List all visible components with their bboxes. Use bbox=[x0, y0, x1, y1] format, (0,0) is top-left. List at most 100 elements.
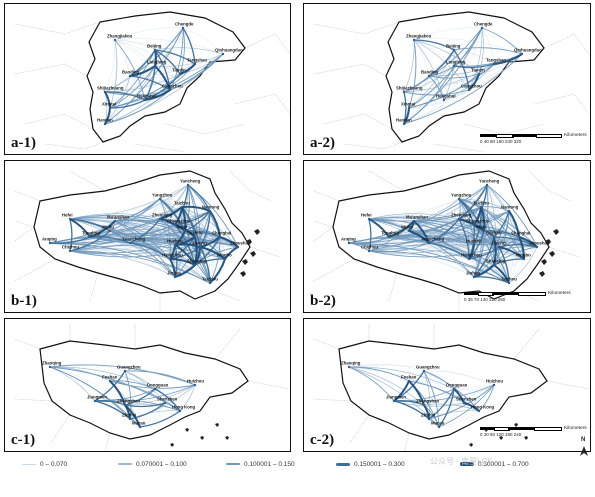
city-dot bbox=[223, 257, 227, 261]
legend-item: 0 – 0.070 bbox=[22, 456, 67, 472]
city-label: Jinhua bbox=[466, 271, 480, 276]
flow-line bbox=[493, 264, 510, 284]
city-label: Qinhuangdao bbox=[514, 48, 542, 53]
city-label: Wuhu bbox=[401, 225, 413, 230]
flow-line bbox=[114, 27, 184, 41]
flow-line bbox=[453, 63, 495, 69]
city-dot bbox=[517, 235, 521, 239]
panel-a1: Zhangjiakou Chengde Beijing Qinhuangdao Tang… bbox=[4, 3, 291, 155]
flow-line bbox=[408, 210, 510, 232]
flow-line bbox=[458, 218, 470, 260]
flow-line bbox=[169, 257, 196, 266]
city-dot bbox=[412, 38, 416, 42]
flow-line bbox=[124, 370, 196, 386]
flow-line bbox=[144, 89, 171, 102]
flow-line bbox=[139, 384, 196, 428]
flow-line bbox=[174, 230, 186, 278]
flow-line bbox=[139, 410, 181, 428]
flow-line bbox=[174, 244, 196, 266]
city-label: Jiaxing bbox=[192, 241, 207, 246]
watermark: 公众号 · 南星LCS bbox=[430, 457, 493, 466]
city-dot bbox=[367, 217, 371, 221]
city-dot bbox=[477, 72, 481, 76]
city-dot bbox=[198, 245, 202, 249]
flow-line bbox=[473, 210, 510, 226]
city-label: Macao bbox=[132, 421, 146, 426]
city-label: Xingtai bbox=[102, 102, 116, 107]
city-label: Taizhou bbox=[202, 277, 218, 282]
city-dot bbox=[402, 122, 406, 126]
city-label: Xuancheng bbox=[122, 237, 146, 242]
flow-line bbox=[94, 400, 131, 420]
scalebar-unit: Kilometers bbox=[564, 133, 587, 138]
scalebar-a: 0 40 80 160 240 320 Kilometers bbox=[480, 133, 587, 150]
legend-swatch bbox=[336, 462, 350, 466]
city-dot bbox=[221, 52, 225, 56]
flow-line bbox=[348, 366, 410, 382]
flow-line bbox=[423, 388, 455, 406]
city-label: Tangshan bbox=[187, 58, 207, 63]
flow-line bbox=[413, 39, 480, 75]
city-dot bbox=[402, 90, 406, 94]
city-label: Dongguan bbox=[446, 383, 468, 388]
flow-line bbox=[403, 39, 415, 93]
flow-line bbox=[104, 107, 112, 125]
city-dot bbox=[452, 64, 456, 68]
city-dot bbox=[472, 243, 476, 247]
flow-line bbox=[129, 402, 166, 420]
flow-line bbox=[182, 27, 224, 55]
flow-line bbox=[109, 65, 156, 109]
scalebar-unit: Kilometers bbox=[564, 426, 587, 431]
city-label: Chizhou bbox=[361, 245, 378, 250]
flow-line bbox=[483, 230, 520, 238]
flow-line bbox=[508, 246, 538, 284]
city-label: Zhoushan bbox=[529, 241, 550, 246]
flow-line bbox=[169, 244, 177, 260]
flow-line bbox=[413, 27, 483, 41]
flow-line bbox=[154, 49, 181, 75]
flow-line bbox=[368, 238, 538, 252]
flow-line bbox=[481, 27, 495, 65]
city-label: Guangzhou bbox=[416, 365, 440, 370]
flow-line bbox=[124, 370, 132, 420]
city-dot bbox=[412, 219, 416, 223]
scalebar-b: 0 35 70 140 210 280 Kilometers bbox=[464, 291, 571, 308]
city-dot bbox=[427, 417, 431, 421]
city-label: Dongguan bbox=[147, 383, 169, 388]
city-dot bbox=[477, 409, 481, 413]
flow-line bbox=[408, 73, 480, 109]
city-dot bbox=[123, 403, 127, 407]
flow-line bbox=[154, 65, 171, 91]
panel-label-b1: b-1) bbox=[11, 293, 37, 309]
scalebar-ticks: 0 30 60 120 180 240 bbox=[480, 432, 522, 437]
city-dot bbox=[387, 235, 391, 239]
flow-line bbox=[348, 230, 485, 247]
city-dot bbox=[452, 48, 456, 52]
flow-line bbox=[428, 49, 455, 77]
flow-line bbox=[368, 218, 390, 238]
city-label: Macao bbox=[431, 421, 445, 426]
flow-line bbox=[179, 384, 196, 412]
city-dot bbox=[480, 26, 484, 30]
city-label: Handan bbox=[396, 118, 412, 123]
city-dot bbox=[103, 90, 107, 94]
city-label: Jiangmen bbox=[386, 395, 406, 400]
flow-line bbox=[368, 213, 460, 220]
city-dot bbox=[108, 379, 112, 383]
panel-label-a1: a-1) bbox=[11, 135, 36, 151]
flow-line bbox=[154, 49, 196, 65]
flow-line bbox=[408, 230, 430, 244]
city-label: Taizhou bbox=[473, 201, 489, 206]
city-label: Foshan bbox=[102, 375, 118, 380]
panel-c2: Zhaoqing Guangzhou Huizhou Foshan Dongguan Sh… bbox=[303, 318, 591, 452]
flow-line bbox=[199, 210, 211, 248]
flow-line bbox=[209, 210, 222, 238]
city-label: Suzhou bbox=[187, 231, 203, 236]
city-label: Shenzhen bbox=[157, 397, 178, 402]
flow-line bbox=[69, 218, 91, 238]
city-label: Zhaoqing bbox=[341, 361, 361, 366]
flow-line bbox=[348, 364, 495, 386]
city-dot bbox=[48, 241, 52, 245]
flow-line bbox=[182, 27, 196, 65]
